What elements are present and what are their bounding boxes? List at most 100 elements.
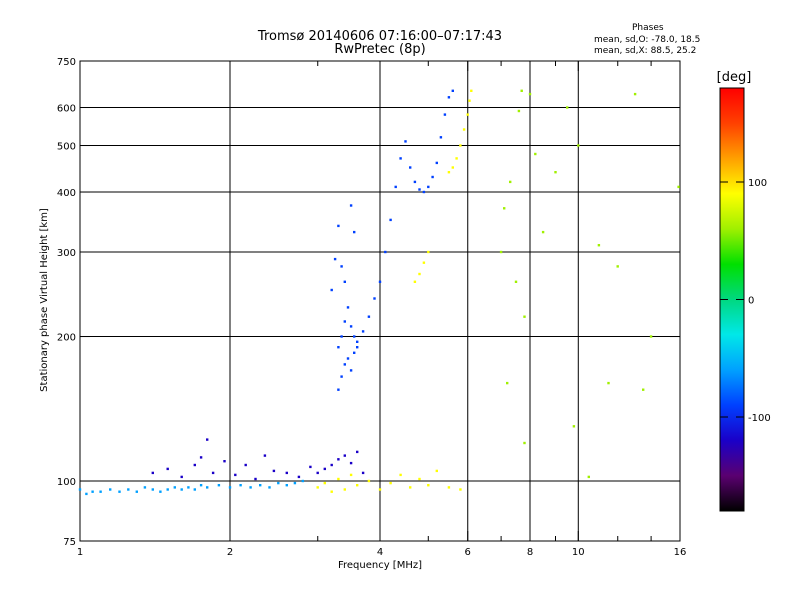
x-tick-label: 2 (227, 547, 233, 558)
data-point (85, 492, 88, 496)
data-point (523, 315, 526, 318)
data-point (301, 479, 304, 483)
data-points (78, 89, 680, 496)
data-point (272, 469, 276, 473)
data-point (337, 224, 340, 228)
data-point (597, 244, 601, 247)
data-point (180, 488, 183, 491)
data-point (249, 486, 252, 489)
data-point (577, 144, 580, 147)
x-tick-label: 10 (572, 547, 585, 558)
data-point (418, 188, 421, 191)
data-point (349, 473, 353, 477)
data-point (109, 488, 112, 491)
data-point (330, 463, 333, 467)
data-point (217, 484, 221, 487)
data-point (418, 272, 421, 276)
data-point (244, 463, 247, 467)
data-point (462, 128, 466, 131)
data-point (199, 456, 203, 459)
data-point (447, 486, 451, 489)
data-point (316, 471, 319, 475)
data-point (333, 257, 337, 261)
data-point (361, 330, 365, 333)
legend-line-o: mean, sd,O: -78.0, 18.5 (594, 35, 700, 45)
data-point (337, 477, 340, 481)
data-point (259, 484, 262, 487)
data-point (206, 486, 209, 489)
data-point (206, 438, 209, 441)
grid-lines (80, 61, 680, 541)
data-point (349, 325, 353, 328)
data-point (367, 479, 371, 483)
data-point (422, 190, 426, 194)
data-point (409, 486, 412, 489)
y-tick-label: 500 (57, 142, 76, 153)
data-point (356, 450, 359, 454)
data-point (254, 477, 257, 481)
data-point (353, 351, 356, 354)
data-point (277, 481, 280, 485)
y-axis-label: Stationary phase Virtual Height [km] (39, 208, 50, 392)
data-point (422, 261, 426, 264)
data-point (649, 335, 653, 338)
data-point (413, 180, 417, 184)
data-point (228, 486, 232, 489)
x-tick-label: 16 (674, 547, 687, 558)
data-point (607, 381, 610, 385)
data-point (340, 265, 343, 268)
data-point (572, 425, 576, 428)
data-point (409, 166, 412, 169)
data-point (211, 471, 215, 475)
x-tick-labels: 1 2 4 6 8 10 16 (77, 547, 687, 558)
data-point (343, 488, 346, 491)
data-point (349, 204, 353, 207)
data-point (143, 486, 147, 489)
data-point (566, 106, 569, 109)
data-point (642, 388, 645, 391)
data-point (616, 265, 619, 268)
data-point (394, 185, 397, 189)
data-point (554, 171, 557, 174)
data-point (330, 288, 333, 292)
x-tick-label: 4 (377, 547, 383, 558)
data-point (427, 484, 430, 487)
legend-title: Phases (632, 23, 664, 33)
data-point (193, 488, 196, 491)
data-point (468, 99, 471, 102)
data-point (506, 381, 509, 385)
colorbar-label: [deg] (717, 70, 752, 85)
data-point (223, 460, 226, 463)
data-point (151, 471, 154, 475)
data-point (118, 490, 121, 493)
data-point (389, 481, 392, 485)
data-point (435, 469, 438, 473)
data-point (151, 488, 154, 491)
data-point (346, 357, 350, 360)
colorbar-tick-label: 0 (748, 296, 754, 307)
data-point (389, 218, 392, 222)
data-point (356, 340, 359, 343)
x-tick-label: 8 (527, 547, 533, 558)
data-point (285, 471, 288, 475)
data-point (330, 490, 333, 493)
y-tick-label: 600 (57, 104, 76, 115)
data-point (367, 315, 371, 318)
data-point (309, 465, 312, 469)
data-point (353, 335, 356, 338)
data-point (503, 207, 506, 210)
data-point (439, 136, 443, 139)
data-point (541, 230, 545, 234)
data-point (431, 175, 434, 179)
data-point (337, 458, 340, 461)
data-point (239, 484, 242, 487)
data-point (297, 475, 301, 479)
data-point (356, 484, 359, 487)
data-point (427, 185, 430, 189)
y-tick-label: 75 (63, 537, 76, 548)
y-tick-label: 200 (57, 333, 76, 344)
data-point (180, 475, 183, 479)
colorbar-tick-label: -100 (748, 413, 771, 424)
data-point (470, 89, 473, 92)
chart-title: Tromsø 20140606 07:16:00–07:17:43 (257, 29, 502, 44)
